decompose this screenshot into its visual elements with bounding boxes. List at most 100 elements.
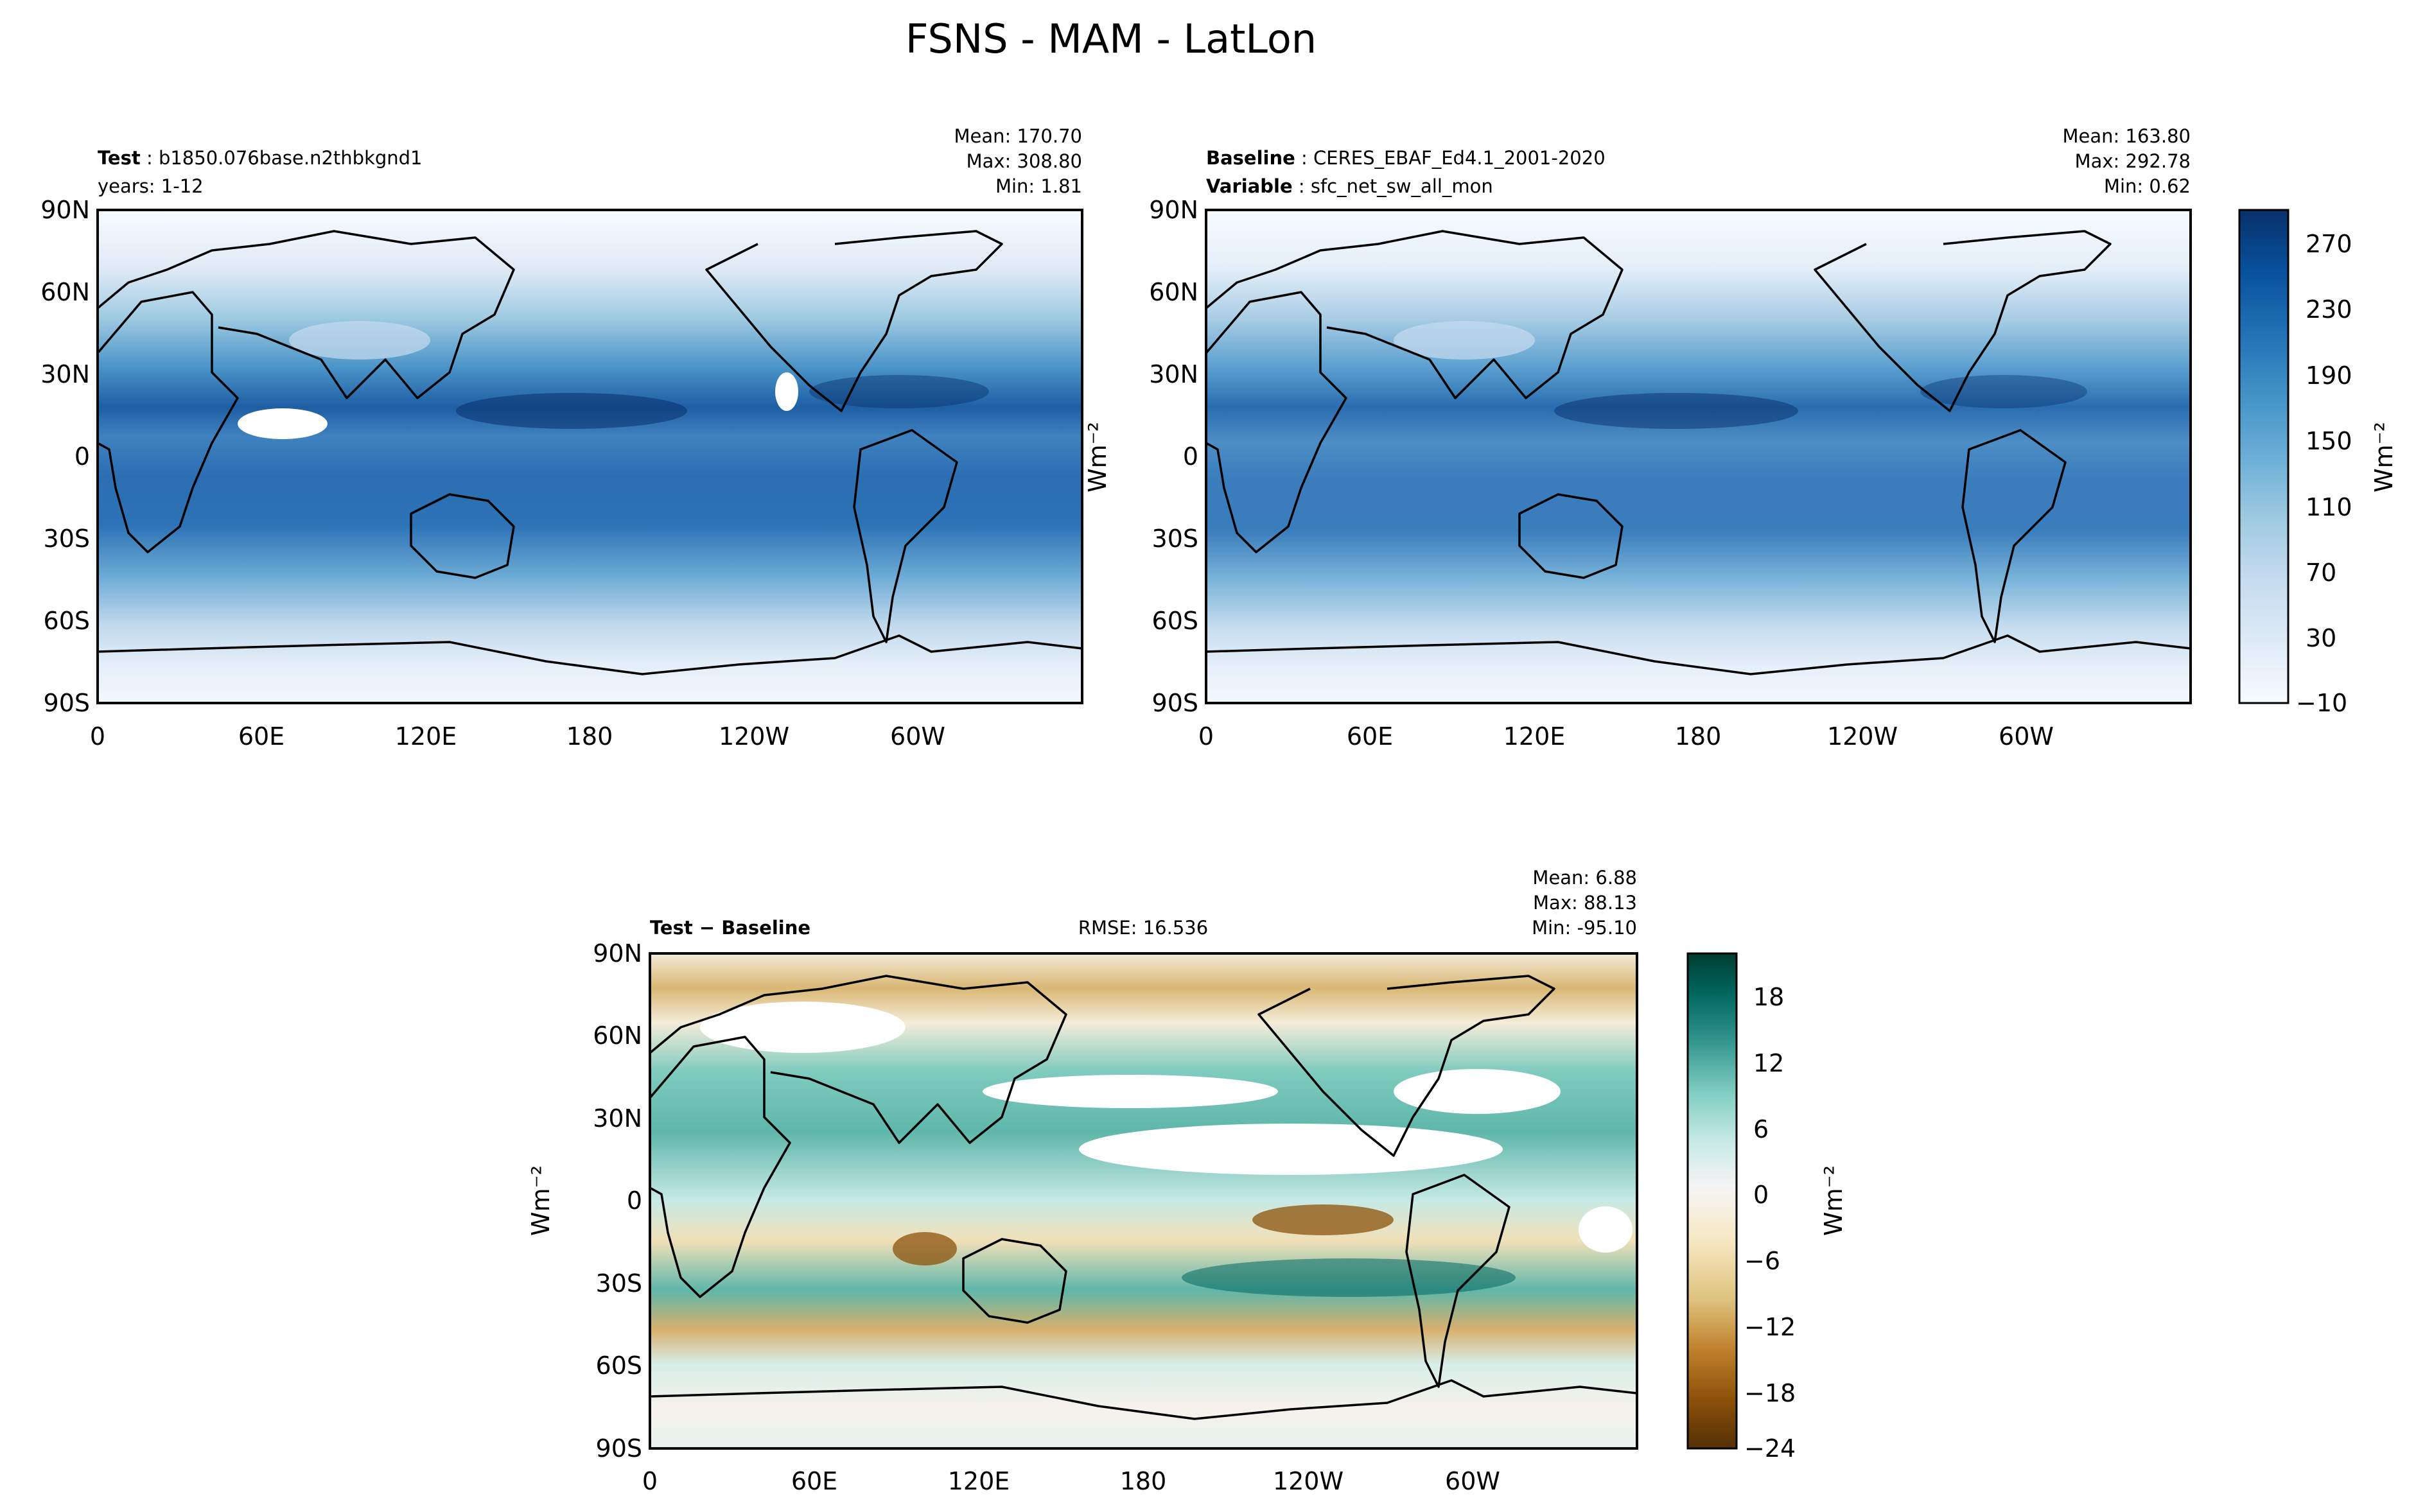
test-ytick: 30S <box>44 525 90 553</box>
difference-ylabel: Wm⁻² <box>527 1165 555 1236</box>
baseline-xtick: 180 <box>1675 722 1722 751</box>
baseline-ytick: 90S <box>1152 689 1198 717</box>
difference-yticks: 90N 60N 30N 0 30S 60S 90S <box>593 939 642 1463</box>
diff-ytick: 90N <box>593 939 642 968</box>
test-title: Test : b1850.076base.n2thbkgnd1 <box>98 147 423 169</box>
baseline-title: Baseline : CERES_EBAF_Ed4.1_2001-2020 <box>1206 147 1606 169</box>
baseline-ytick: 60S <box>1152 607 1198 635</box>
baseline-xtick: 60E <box>1347 722 1393 751</box>
test-title-value: b1850.076base.n2thbkgnd1 <box>159 147 423 169</box>
test-xtick: 60W <box>890 722 945 751</box>
test-years: years: 1-12 <box>98 175 204 197</box>
top-colorbar-tick: −10 <box>2296 689 2347 717</box>
baseline-variable-value: sfc_net_sw_all_mon <box>1311 175 1493 197</box>
test-ytick: 60S <box>44 607 90 635</box>
figure-title: FSNS - MAM - LatLon <box>906 15 1317 62</box>
baseline-coast-antarctica <box>1206 634 2191 675</box>
diff-xtick: 120W <box>1273 1467 1344 1495</box>
baseline-yticks: 90N 60N 30N 0 30S 60S 90S <box>1149 196 1198 717</box>
difference-title: Test − Baseline <box>650 917 810 939</box>
baseline-ytick: 90N <box>1149 196 1198 224</box>
diff-ytick: 0 <box>627 1186 642 1215</box>
test-max: Max: 308.80 <box>967 150 1082 172</box>
baseline-xtick: 120E <box>1503 722 1566 751</box>
baseline-variable: Variable : sfc_net_sw_all_mon <box>1206 175 1493 197</box>
baseline-max: Max: 292.78 <box>2075 150 2191 172</box>
test-coast-australia <box>410 493 515 579</box>
baseline-xtick: 120W <box>1827 722 1898 751</box>
test-arabian-missing <box>238 408 328 439</box>
diff-coast-antarctica <box>650 1379 1637 1420</box>
baseline-coast-south-america <box>1961 429 2067 643</box>
test-coast-eurasia <box>98 230 515 399</box>
bottom-colorbar-tick: 12 <box>1753 1049 1784 1077</box>
difference-max: Max: 88.13 <box>1533 892 1637 914</box>
diff-ytick: 90S <box>596 1434 642 1463</box>
bottom-colorbar-tick: −18 <box>1744 1379 1796 1407</box>
test-coast-south-america <box>853 429 958 643</box>
diff-pacific-negative <box>1252 1204 1394 1235</box>
bottom-colorbar-tick: −24 <box>1744 1434 1796 1463</box>
test-min: Min: 1.81 <box>995 175 1082 197</box>
diff-xtick: 180 <box>1120 1467 1167 1495</box>
baseline-north-pacific-max <box>1554 393 1798 429</box>
bottom-colorbar-tick: −12 <box>1744 1313 1796 1341</box>
top-colorbar-tick: 270 <box>2306 230 2352 258</box>
diff-ytick: 30S <box>596 1269 642 1298</box>
baseline-coast-north-america <box>1814 230 2112 412</box>
test-title-sep: : <box>141 147 159 169</box>
top-colorbar-tick: 30 <box>2306 624 2336 652</box>
baseline-title-value: CERES_EBAF_Ed4.1_2001-2020 <box>1313 147 1606 169</box>
diff-eurasia-neutral <box>700 1002 906 1053</box>
difference-axes-frame <box>649 952 1638 1450</box>
baseline-title-label: Baseline <box>1206 147 1295 169</box>
test-tibet-patch <box>289 321 430 360</box>
diff-pacific-neutral <box>983 1075 1278 1108</box>
difference-rmse: RMSE: 16.536 <box>1078 917 1208 939</box>
test-coastlines <box>98 230 1082 675</box>
baseline-ylabel: Wm⁻² <box>1083 422 1112 492</box>
bottom-colorbar-tick: 6 <box>1753 1115 1769 1143</box>
difference-min: Min: -95.10 <box>1532 917 1637 939</box>
baseline-field <box>1206 210 2191 703</box>
test-map <box>98 210 1082 703</box>
test-ytick: 90N <box>40 196 90 224</box>
baseline-map <box>1206 210 2191 703</box>
baseline-variable-sep: : <box>1293 175 1311 197</box>
test-coast-antarctica <box>98 634 1082 675</box>
diff-xtick: 0 <box>642 1467 658 1495</box>
test-coast-north-america <box>705 230 1003 412</box>
baseline-min: Min: 0.62 <box>2104 175 2191 197</box>
test-field <box>98 210 1082 703</box>
bottom-colorbar-tick: −6 <box>1744 1247 1780 1275</box>
baseline-panel: Baseline : CERES_EBAF_Ed4.1_2001-2020 Va… <box>1083 125 2398 751</box>
test-panel: Test : b1850.076base.n2thbkgnd1 years: 1… <box>40 125 1083 751</box>
diff-indian-negative <box>893 1232 957 1265</box>
test-gulf-missing <box>775 372 798 411</box>
baseline-axes-frame <box>1205 209 2192 704</box>
baseline-ytick: 30S <box>1152 525 1198 553</box>
diff-coast-south-america <box>1405 1174 1510 1388</box>
baseline-atlantic-max <box>1920 375 2087 408</box>
baseline-xtick: 60W <box>1999 722 2054 751</box>
test-coast-africa <box>98 291 239 553</box>
top-colorbar-tick: 190 <box>2306 361 2352 390</box>
test-xtick: 0 <box>90 722 105 751</box>
diff-coast-australia <box>962 1238 1067 1324</box>
difference-xticks: 0 60E 120E 180 120W 60W <box>642 1467 1500 1495</box>
top-colorbar <box>2238 209 2289 704</box>
test-xticks: 0 60E 120E 180 120W 60W <box>90 722 945 751</box>
test-north-pacific-max <box>456 393 687 429</box>
diff-tropical-neutral <box>1079 1124 1503 1175</box>
top-colorbar-label: Wm⁻² <box>2370 422 2398 492</box>
diff-xtick: 60W <box>1445 1467 1500 1495</box>
baseline-coastlines <box>1206 230 2191 675</box>
top-colorbar-tick: 110 <box>2306 493 2352 521</box>
diff-south-pacific-positive <box>1182 1258 1516 1297</box>
diff-xtick: 60E <box>791 1467 837 1495</box>
test-ytick: 90S <box>44 689 90 717</box>
baseline-mean: Mean: 163.80 <box>2063 125 2191 147</box>
test-atlantic-max <box>809 375 989 408</box>
difference-mean: Mean: 6.88 <box>1532 867 1637 889</box>
top-colorbar-ticks: 270 230 190 150 110 70 30 −10 <box>2296 230 2352 717</box>
